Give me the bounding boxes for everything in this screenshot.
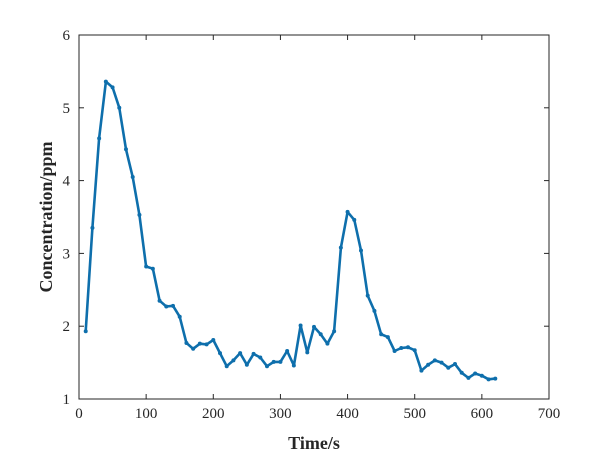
- data-point: [197, 341, 202, 346]
- data-point: [184, 340, 189, 345]
- data-point: [244, 362, 249, 367]
- data-point: [385, 335, 390, 340]
- data-point: [157, 298, 162, 303]
- y-tick-label: 4: [63, 174, 71, 190]
- data-point: [83, 329, 88, 334]
- data-point: [352, 217, 357, 222]
- data-point: [338, 245, 343, 250]
- data-point: [453, 362, 457, 367]
- data-point: [486, 377, 491, 382]
- x-tick-label: 0: [75, 406, 83, 422]
- x-axis-title: Time/s: [288, 433, 340, 453]
- x-tick-label: 100: [135, 406, 158, 422]
- data-point: [493, 376, 498, 381]
- data-point: [439, 360, 444, 365]
- data-point: [406, 345, 410, 350]
- y-tick-label: 2: [63, 319, 71, 335]
- x-tick-label: 700: [538, 406, 561, 422]
- x-tick-label: 300: [269, 406, 292, 422]
- data-point: [231, 358, 236, 363]
- data-point: [325, 341, 330, 346]
- data-point: [473, 371, 478, 376]
- data-point: [110, 85, 115, 90]
- data-point: [97, 136, 102, 141]
- data-point: [426, 362, 431, 367]
- data-point: [177, 314, 182, 319]
- x-tick-label: 600: [471, 406, 494, 422]
- y-tick-label: 3: [63, 246, 71, 262]
- data-point: [392, 348, 397, 353]
- data-point: [164, 304, 169, 309]
- data-point: [191, 346, 196, 351]
- data-point: [399, 346, 404, 351]
- series-markers: [83, 79, 498, 382]
- data-point: [345, 209, 350, 214]
- data-point: [278, 359, 283, 364]
- data-point: [265, 364, 269, 369]
- data-point: [204, 342, 209, 347]
- x-tick-labels: 0 100 200 300 400 500 600 700: [75, 406, 560, 422]
- data-point: [124, 147, 128, 152]
- data-point: [359, 248, 363, 253]
- data-point: [305, 350, 310, 355]
- plot-area: [78, 34, 550, 400]
- data-point: [459, 370, 464, 375]
- x-tick-label: 200: [202, 406, 225, 422]
- data-point: [258, 355, 263, 360]
- data-point: [130, 174, 135, 179]
- data-point: [90, 225, 95, 230]
- data-point: [150, 266, 155, 271]
- data-point: [211, 338, 216, 343]
- data-point: [312, 324, 316, 329]
- data-point: [432, 358, 437, 363]
- data-point: [251, 351, 256, 356]
- data-point: [224, 364, 229, 369]
- data-point: [144, 264, 149, 269]
- data-point: [372, 308, 377, 313]
- data-point: [466, 375, 471, 380]
- data-point: [332, 329, 337, 334]
- data-point: [379, 332, 384, 337]
- x-tick-label: 400: [336, 406, 359, 422]
- data-point: [365, 293, 370, 298]
- data-point: [446, 365, 451, 370]
- data-point: [271, 359, 276, 364]
- y-tick-labels: 1 2 3 4 5 6: [63, 28, 71, 408]
- y-tick-label: 6: [63, 28, 71, 44]
- data-point: [419, 368, 424, 373]
- data-point: [218, 351, 222, 356]
- data-point: [238, 351, 243, 356]
- y-axis-title: Concentration/ppm: [36, 141, 56, 292]
- data-point: [479, 373, 484, 378]
- data-point: [117, 105, 122, 110]
- axis-ticks: [78, 34, 550, 400]
- y-tick-label: 5: [63, 101, 71, 117]
- y-tick-label: 1: [63, 392, 71, 408]
- data-point: [318, 332, 323, 337]
- data-point: [171, 303, 175, 308]
- data-point: [103, 79, 108, 84]
- x-tick-label: 500: [403, 406, 426, 422]
- data-point: [298, 323, 303, 328]
- data-point: [137, 212, 142, 217]
- data-point: [412, 348, 417, 353]
- data-point: [285, 348, 290, 353]
- data-point: [291, 363, 296, 368]
